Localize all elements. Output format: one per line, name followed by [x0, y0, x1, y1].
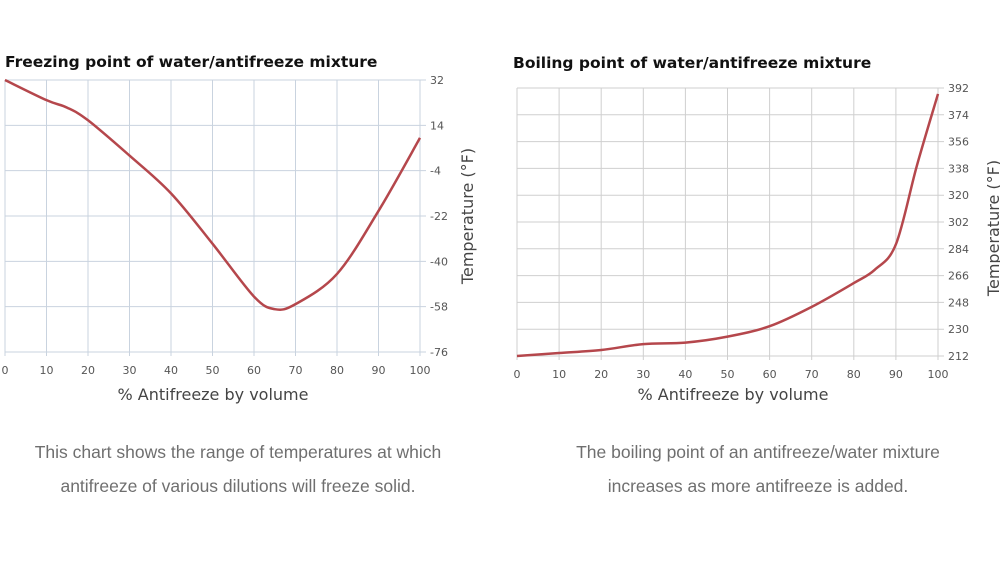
x-tick-label: 90: [372, 364, 386, 377]
x-tick-label: 100: [410, 364, 431, 377]
chart-title: Freezing point of water/antifreeze mixtu…: [5, 53, 377, 71]
x-tick-label: 80: [330, 364, 344, 377]
x-tick-label: 10: [552, 368, 566, 381]
y-tick-label: -58: [430, 301, 448, 314]
boiling-point-chart: Boiling point of water/antifreeze mixtur…: [513, 54, 1000, 404]
x-tick-label: 40: [678, 368, 692, 381]
y-tick-label: -4: [430, 165, 441, 178]
x-tick-label: 10: [40, 364, 54, 377]
x-tick-label: 100: [928, 368, 949, 381]
y-tick-label: 14: [430, 119, 444, 132]
x-tick-label: 20: [81, 364, 95, 377]
chart-title: Boiling point of water/antifreeze mixtur…: [513, 54, 871, 72]
y-tick-label: 338: [948, 162, 969, 175]
y-tick-label: 230: [948, 323, 969, 336]
y-tick-label: 266: [948, 270, 969, 283]
x-tick-label: 50: [721, 368, 735, 381]
y-tick-label: 212: [948, 350, 969, 363]
grid: [4, 79, 426, 356]
y-tick-label: 320: [948, 189, 969, 202]
y-axis-label: Temperature (°F): [984, 160, 1000, 297]
y-axis-label: Temperature (°F): [458, 148, 477, 285]
caption-freezing: This chart shows the range of temperatur…: [34, 442, 442, 496]
x-axis-label: % Antifreeze by volume: [638, 385, 829, 404]
grid: [516, 87, 944, 360]
x-axis-label: % Antifreeze by volume: [118, 385, 309, 404]
y-tick-label: 248: [948, 296, 969, 309]
y-tick-label: 32: [430, 74, 444, 87]
x-tick-label: 0: [514, 368, 521, 381]
x-tick-label: 40: [164, 364, 178, 377]
y-tick-label: -40: [430, 255, 448, 268]
y-tick-label: 284: [948, 243, 969, 256]
x-tick-label: 90: [889, 368, 903, 381]
x-tick-label: 30: [123, 364, 137, 377]
y-tick-label: -76: [430, 346, 448, 359]
y-tick-label: 392: [948, 82, 969, 95]
y-tick-label: 302: [948, 216, 969, 229]
caption-boiling: The boiling point of an antifreeze/water…: [576, 442, 940, 496]
x-tick-label: 20: [594, 368, 608, 381]
y-tick-label: -22: [430, 210, 448, 223]
x-tick-label: 60: [763, 368, 777, 381]
freezing-point-chart: Freezing point of water/antifreeze mixtu…: [2, 53, 478, 404]
x-tick-label: 30: [636, 368, 650, 381]
y-tick-label: 374: [948, 109, 969, 122]
y-tick-label: 356: [948, 136, 969, 149]
x-tick-label: 70: [289, 364, 303, 377]
x-tick-label: 80: [847, 368, 861, 381]
x-tick-label: 50: [206, 364, 220, 377]
x-tick-label: 0: [2, 364, 9, 377]
x-tick-label: 60: [247, 364, 261, 377]
x-tick-label: 70: [805, 368, 819, 381]
